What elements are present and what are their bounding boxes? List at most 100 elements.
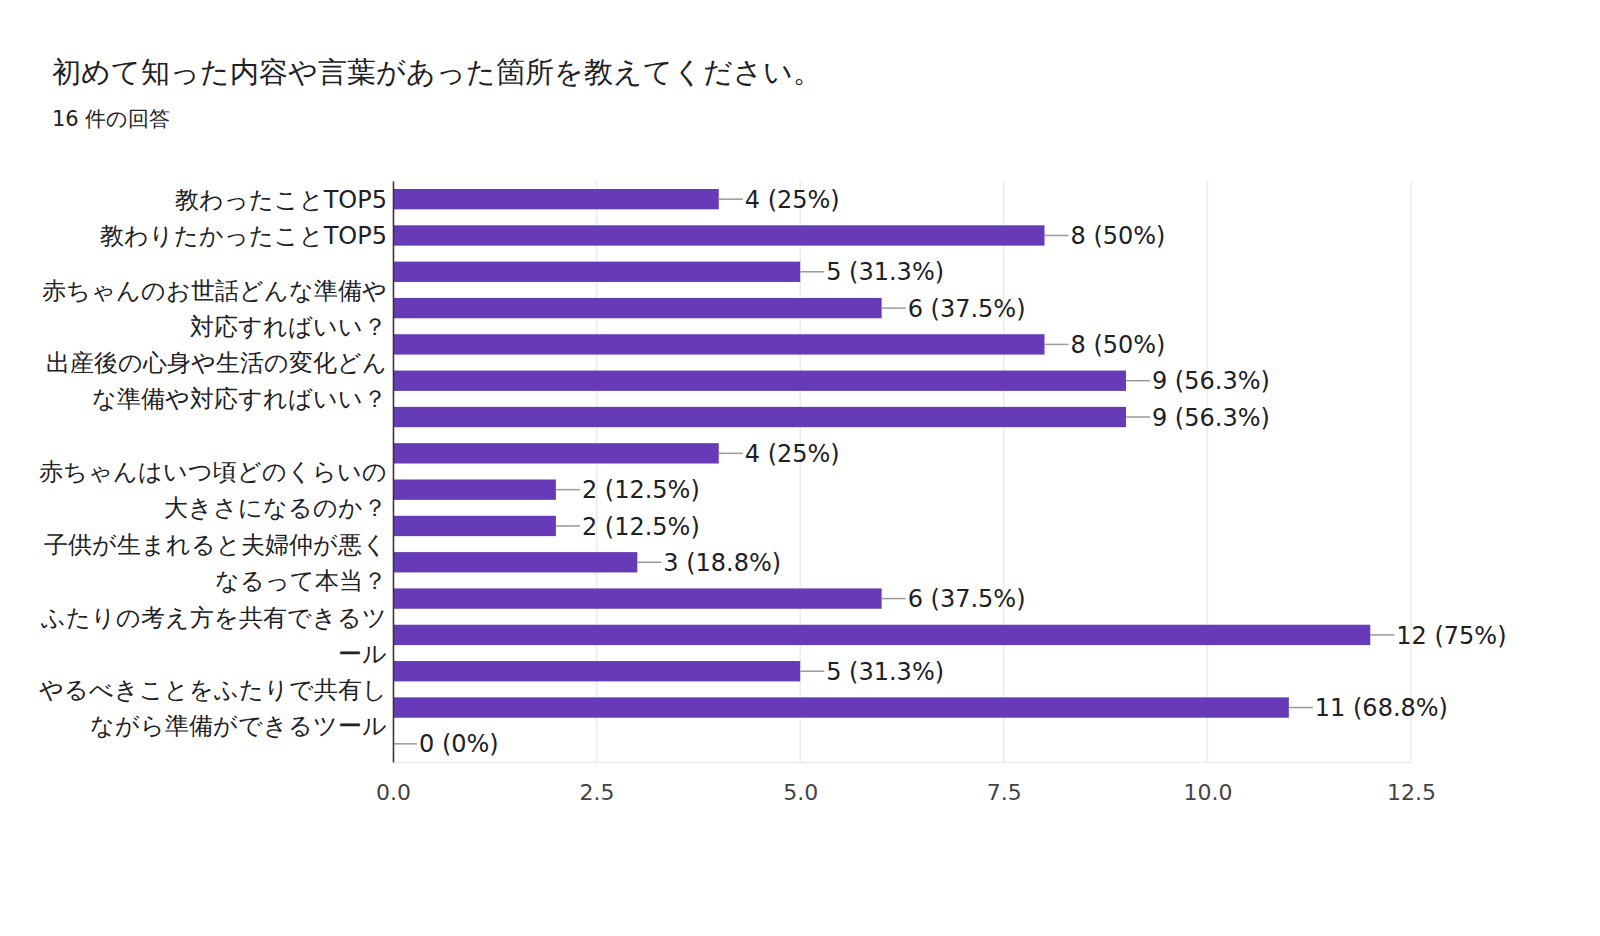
- bar: [393, 407, 1126, 427]
- y-tick-label-line: 対応すればいい？: [190, 313, 387, 341]
- x-tick: 5.0: [783, 762, 818, 805]
- y-tick-label-line: なるって本当？: [215, 567, 387, 595]
- bar: [393, 225, 1045, 245]
- grid-line: [1207, 181, 1209, 762]
- y-tick-label: 教わりたかったことTOP5: [100, 222, 387, 250]
- data-label-leader: [882, 598, 906, 600]
- grid: [393, 181, 1411, 762]
- y-tick-label: やるべきことをふたりで共有しながら準備ができるツール: [39, 676, 387, 740]
- bar: [393, 661, 800, 681]
- y-tick-label-line: 教わりたかったことTOP5: [100, 222, 387, 250]
- x-tick-label: 5.0: [783, 780, 818, 805]
- x-axis-line: [394, 762, 1412, 764]
- x-tick-label: 7.5: [987, 780, 1022, 805]
- y-tick: 赤ちゃんはいつ頃どのくらいの大きさになるのか？: [39, 458, 393, 522]
- data-label: 0 (0%): [419, 730, 499, 758]
- bar: [393, 516, 556, 536]
- y-tick-label-line: 子供が生まれると夫婦仲が悪く: [44, 531, 387, 559]
- data-label: 11 (68.8%): [1315, 694, 1448, 722]
- data-label-leader: [719, 198, 743, 200]
- x-axis: 0.0 2.5 5.0 7.5 10.0 12.5: [376, 762, 1436, 805]
- y-tick-label-line: ール: [338, 640, 387, 668]
- x-tick: 12.5: [1387, 762, 1436, 805]
- data-label-leader: [556, 525, 580, 527]
- data-label: 9 (56.3%): [1152, 367, 1270, 395]
- y-tick-label-line: 教わったことTOP5: [175, 186, 387, 214]
- y-tick-label: ふたりの考え方を共有できるツール: [40, 604, 387, 668]
- x-tick: 10.0: [1183, 762, 1232, 805]
- y-tick: 子供が生まれると夫婦仲が悪くなるって本当？: [44, 531, 393, 595]
- bar: [393, 588, 882, 608]
- bar: [393, 479, 556, 499]
- grid-line: [1410, 181, 1412, 762]
- data-label-leader: [393, 743, 417, 745]
- y-tick-label-line: やるべきことをふたりで共有し: [39, 676, 387, 704]
- title: 初めて知った内容や言葉があった箇所を教えてください。: [52, 55, 822, 89]
- y-tick-label-line: 大きさになるのか？: [164, 494, 387, 522]
- data-label: 3 (18.8%): [663, 549, 781, 577]
- data-label: 6 (37.5%): [908, 295, 1026, 323]
- grid-line: [392, 181, 394, 762]
- data-label: 12 (75%): [1396, 622, 1506, 650]
- y-tick: 教わりたかったことTOP5: [100, 222, 393, 250]
- y-tick-label: 赤ちゃんはいつ頃どのくらいの大きさになるのか？: [39, 458, 387, 522]
- plot: 0.0 2.5 5.0 7.5 10.0 12.5 4 (25%) 8 (50%) 5 (31.…: [39, 181, 1507, 805]
- y-tick: やるべきことをふたりで共有しながら準備ができるツール: [39, 676, 393, 740]
- bar: [393, 552, 637, 572]
- x-tick: 7.5: [987, 762, 1022, 805]
- data-label-leader: [719, 453, 743, 455]
- data-label-leader: [1126, 380, 1150, 382]
- data-label-leader: [1045, 235, 1069, 237]
- data-label-leader: [637, 562, 661, 564]
- grid-line: [1003, 181, 1005, 762]
- y-tick: ふたりの考え方を共有できるツール: [40, 604, 393, 668]
- x-tick-label: 10.0: [1183, 780, 1232, 805]
- y-tick-label: 教わったことTOP5: [175, 186, 387, 214]
- data-label-leader: [1126, 416, 1150, 418]
- subtitle: 16 件の回答: [52, 107, 170, 131]
- data-label: 4 (25%): [745, 440, 840, 468]
- bar: [393, 189, 719, 209]
- data-label-leader: [882, 307, 906, 309]
- y-tick: 教わったことTOP5: [175, 186, 393, 214]
- y-tick: 出産後の心身や生活の変化どんな準備や対応すればいい？: [46, 349, 393, 413]
- bar: [393, 371, 1126, 391]
- y-tick-label-line: 赤ちゃんはいつ頃どのくらいの: [39, 458, 387, 486]
- bar: [393, 334, 1045, 354]
- data-label: 9 (56.3%): [1152, 404, 1270, 432]
- data-label-leader: [1370, 634, 1394, 636]
- chart: 初めて知った内容や言葉があった箇所を教えてください。 16 件の回答 0.0 2.5 5…: [0, 0, 1600, 936]
- y-tick-label: 出産後の心身や生活の変化どんな準備や対応すればいい？: [46, 349, 387, 413]
- bar: [393, 625, 1370, 645]
- data-label: 8 (50%): [1071, 331, 1166, 359]
- data-label-leader: [800, 271, 824, 273]
- data-labels: 4 (25%) 8 (50%) 5 (31.3%) 6 (37.5%) 8 (50%) 9…: [393, 186, 1507, 759]
- data-label-leader: [1289, 707, 1313, 709]
- data-label: 2 (12.5%): [582, 476, 700, 504]
- data-label: 8 (50%): [1071, 222, 1166, 250]
- data-label: 6 (37.5%): [908, 585, 1026, 613]
- data-label: 5 (31.3%): [826, 258, 944, 286]
- x-tick-label: 12.5: [1387, 780, 1436, 805]
- y-tick-label-line: ふたりの考え方を共有できるツ: [40, 604, 387, 632]
- bar: [393, 697, 1289, 717]
- y-tick-label: 赤ちゃんのお世話どんな準備や対応すればいい？: [42, 277, 387, 341]
- y-tick-label-line: な準備や対応すればいい？: [92, 385, 387, 413]
- data-label: 4 (25%): [745, 186, 840, 214]
- x-tick-label: 2.5: [580, 780, 615, 805]
- y-axis-line: [393, 182, 395, 763]
- y-tick-label: 子供が生まれると夫婦仲が悪くなるって本当？: [44, 531, 387, 595]
- y-tick-label-line: 出産後の心身や生活の変化どん: [46, 349, 387, 377]
- data-label-leader: [800, 670, 824, 672]
- y-tick-label-line: ながら準備ができるツール: [90, 712, 387, 740]
- y-axis: 教わったことTOP5 教わりたかったことTOP5 赤ちゃんのお世話どんな準備や対応す…: [39, 182, 394, 763]
- data-label: 2 (12.5%): [582, 513, 700, 541]
- bars: [393, 189, 1370, 718]
- data-label: 5 (31.3%): [826, 658, 944, 686]
- bar: [393, 298, 882, 318]
- x-tick: 2.5: [580, 762, 615, 805]
- x-tick: 0.0: [376, 762, 411, 805]
- data-label-leader: [556, 489, 580, 491]
- y-tick-label-line: 赤ちゃんのお世話どんな準備や: [42, 277, 387, 305]
- y-tick: 赤ちゃんのお世話どんな準備や対応すればいい？: [42, 277, 393, 341]
